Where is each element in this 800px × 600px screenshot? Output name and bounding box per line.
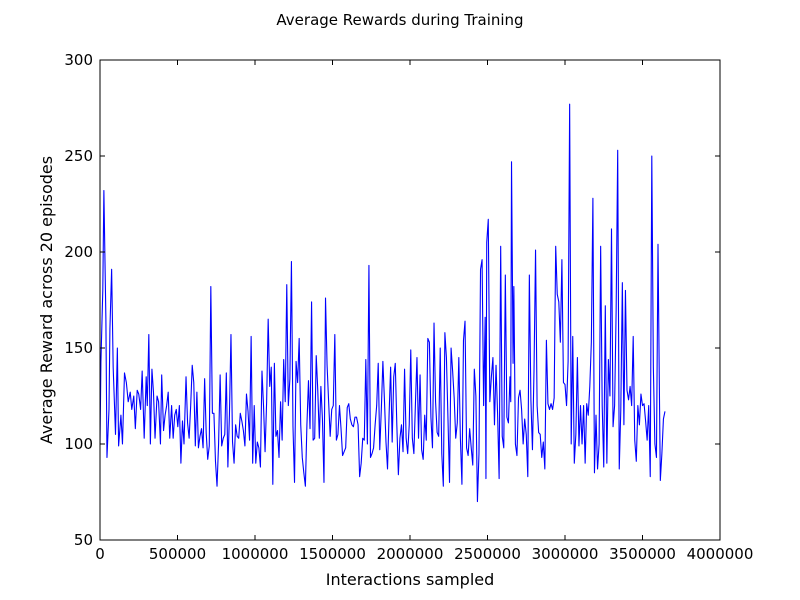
x-tick-label: 1500000: [299, 545, 366, 563]
x-tick-label: 2000000: [377, 545, 444, 563]
x-axis-label: Interactions sampled: [326, 570, 495, 589]
plot-area: [100, 103, 666, 503]
y-tick-label: 250: [64, 147, 93, 165]
plot-frame: [99, 59, 721, 541]
series-line-0: [100, 103, 666, 503]
x-tick-label: 1000000: [222, 545, 289, 563]
x-tick-label: 3500000: [609, 545, 676, 563]
y-tick-label: 100: [64, 435, 93, 453]
x-tick-label: 0: [95, 545, 105, 563]
x-tick-label: 3000000: [532, 545, 599, 563]
axes: 0 500000 1000000 1500000 2000000 2500000 30000…: [64, 51, 753, 563]
y-axis-label: Average Reward across 20 episodes: [37, 156, 56, 444]
chart-title: Average Rewards during Training: [276, 11, 523, 29]
x-tick-label: 2500000: [454, 545, 521, 563]
y-tick-label: 300: [64, 51, 93, 69]
y-tick-label: 150: [64, 339, 93, 357]
y-tick-label: 200: [64, 243, 93, 261]
y-tick-label: 50: [74, 531, 93, 549]
x-tick-label: 500000: [149, 545, 206, 563]
x-tick-label: 4000000: [687, 545, 754, 563]
